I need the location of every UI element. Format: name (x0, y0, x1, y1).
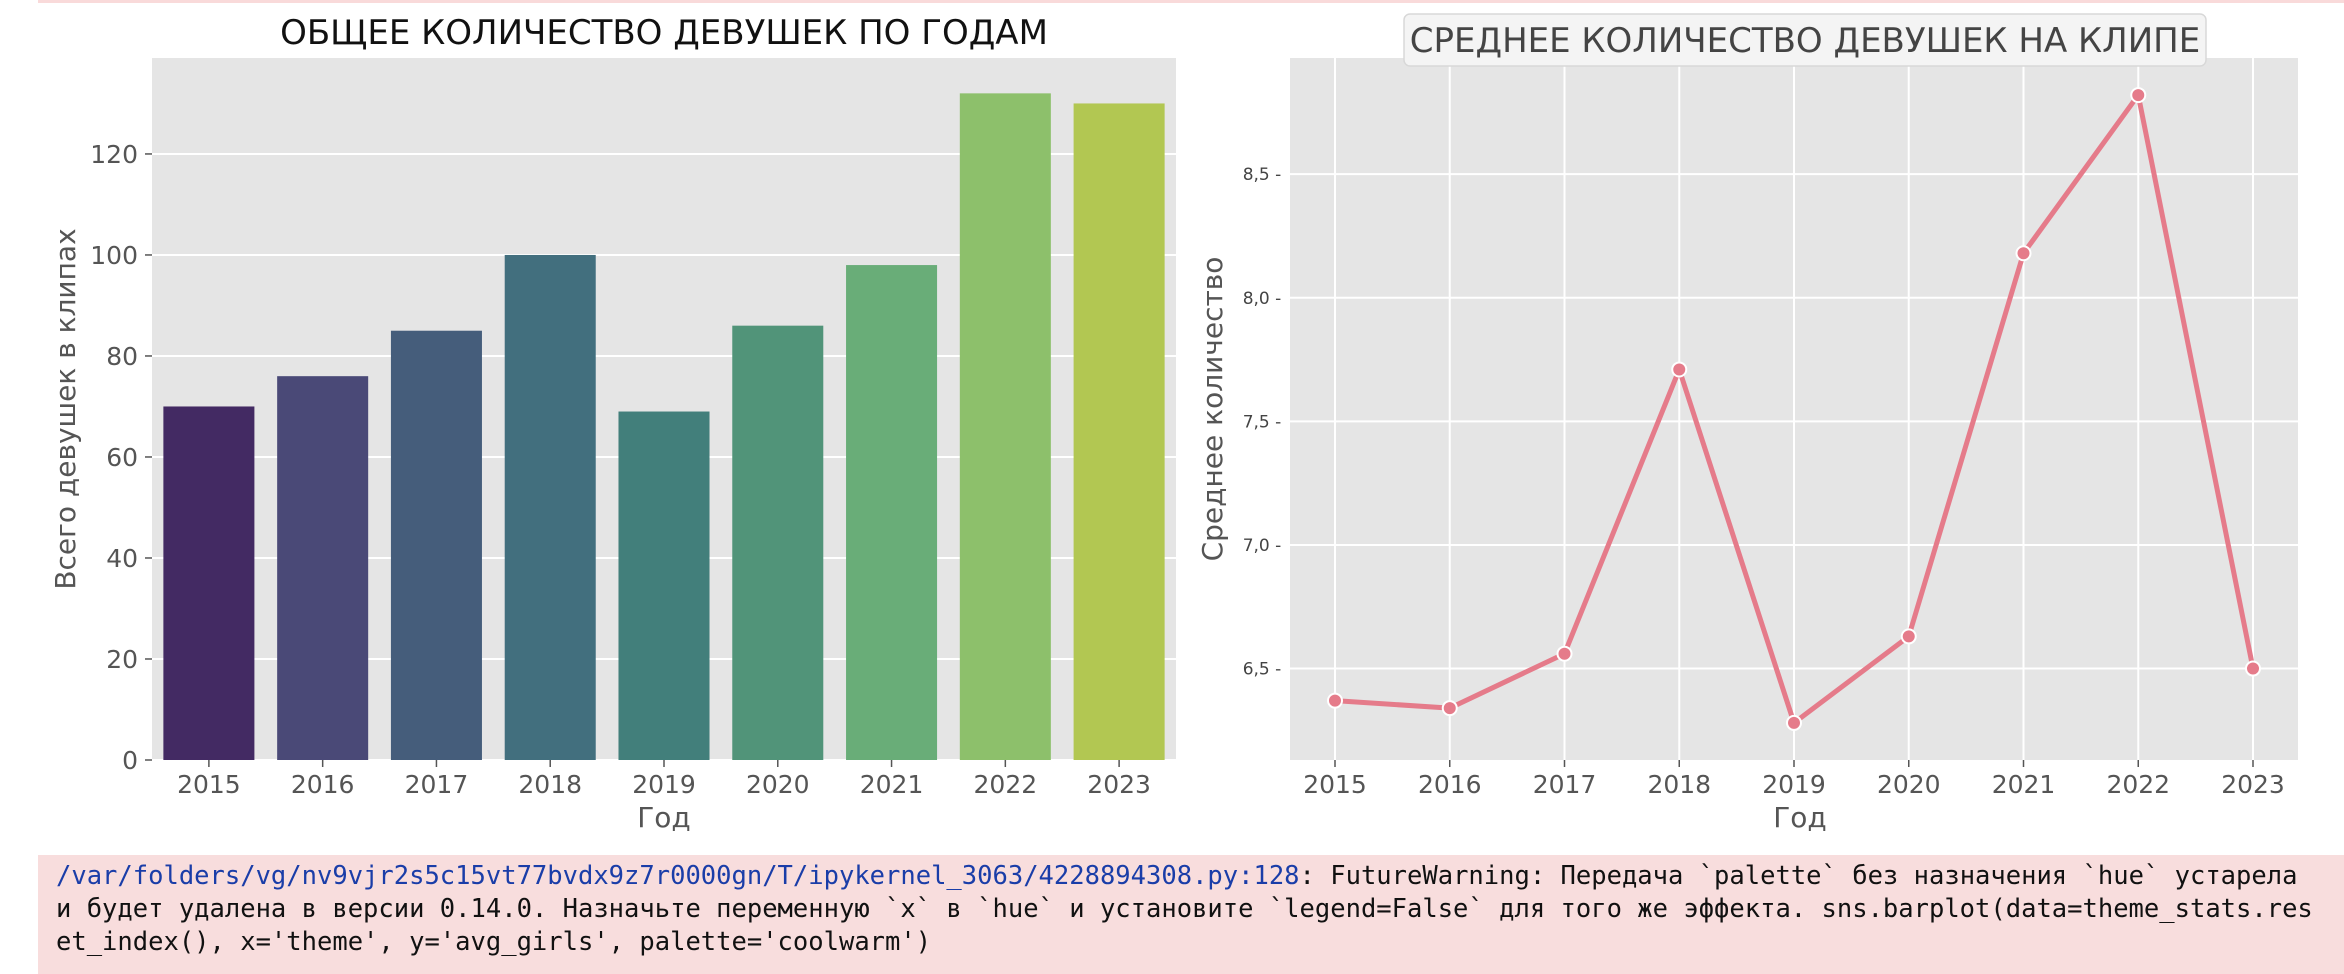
line-xtick-label: 2021 (1992, 770, 2056, 799)
bar-ytick-label: 60 (106, 443, 138, 472)
line-point-2019 (1786, 714, 1802, 731)
line-xtick-label: 2017 (1533, 770, 1597, 799)
bar-2019 (618, 411, 710, 760)
line-ytick-box (1235, 653, 1289, 684)
line-ytick-box (1235, 529, 1289, 560)
line-xtick-label: 2023 (2221, 770, 2285, 799)
bar-chart-title: ОБЩЕЕ КОЛИЧЕСТВО ДЕВУШЕК ПО ГОДАМ (280, 13, 1048, 53)
line-xtick-label: 2019 (1762, 770, 1826, 799)
bar-chart: 0 20 40 60 80 100 120 2015 2016 2017 2018 2019 2020… (49, 13, 1176, 834)
warning-output: /var/folders/vg/nv9vjr2s5c15vt77bvdx9z7r… (38, 855, 2344, 974)
bar-ytick-label: 20 (106, 645, 138, 674)
bar-ytick-label: 80 (106, 342, 138, 371)
line-ytick-label: 8,5 - (1243, 165, 1282, 185)
bar-xtick-label: 2016 (291, 770, 355, 799)
bar-2022 (959, 93, 1051, 760)
bar-xtick-label: 2022 (974, 770, 1038, 799)
bar-xtick-label: 2018 (518, 770, 582, 799)
line-chart-title-box: СРЕДНЕЕ КОЛИЧЕСТВО ДЕВУШЕК НА КЛИПЕ (1403, 13, 2207, 67)
line-xtick-label: 2018 (1647, 770, 1711, 799)
line-chart-xlabel: Год (1773, 801, 1827, 834)
bar-2021 (846, 265, 938, 760)
line-xtick-label: 2015 (1303, 770, 1367, 799)
line-point-2023 (2245, 660, 2261, 677)
bar-2023 (1073, 103, 1165, 760)
line-ytick-box (1235, 406, 1289, 437)
line-xtick-label: 2022 (2106, 770, 2170, 799)
bar-ytick-label: 0 (122, 746, 138, 775)
warning-message: : FutureWarning: Передача `palette` без … (56, 861, 2313, 957)
bar-xtick-label: 2017 (405, 770, 469, 799)
warning-path: /var/folders/vg/nv9vjr2s5c15vt77bvdx9z7r… (56, 861, 1300, 891)
line-chart-title: СРЕДНЕЕ КОЛИЧЕСТВО ДЕВУШЕК НА КЛИПЕ (1410, 21, 2200, 61)
bar-chart-xlabel: Год (637, 801, 691, 834)
line-point-2016 (1441, 700, 1458, 717)
bar-2017 (390, 330, 482, 760)
line-chart-ylabel: Среднее количество (1196, 257, 1229, 562)
bar-xtick-label: 2023 (1087, 770, 1151, 799)
bar-xtick-label: 2020 (746, 770, 810, 799)
bar-ytick-label: 100 (90, 241, 138, 270)
bar-xtick-label: 2021 (860, 770, 924, 799)
line-point-2018 (1671, 361, 1688, 378)
line-ytick-label: 8,0 - (1243, 289, 1282, 309)
line-point-2022 (2130, 87, 2147, 104)
bar-ytick-label: 120 (90, 140, 138, 169)
line-point-2021 (2015, 245, 2032, 262)
bar-2016 (277, 376, 369, 760)
bar-2018 (504, 254, 596, 760)
line-chart: 6,5 - 7,0 - 7,5 - 8,0 - 8,5 - 2015 2016 2017 20… (1196, 13, 2298, 834)
bar-2020 (732, 325, 824, 760)
line-ytick-label: 7,0 - (1243, 536, 1282, 556)
line-xtick-label: 2020 (1877, 770, 1941, 799)
line-ytick-label: 6,5 - (1243, 660, 1282, 680)
line-point-2020 (1900, 628, 1917, 645)
bar-xtick-label: 2019 (632, 770, 696, 799)
line-ytick-label: 7,5 - (1243, 412, 1282, 432)
bar-ytick-label: 40 (106, 544, 138, 573)
bar-chart-ylabel: Всего девушек в клипах (49, 228, 82, 589)
line-point-2017 (1556, 645, 1573, 662)
line-xtick-label: 2016 (1418, 770, 1482, 799)
line-point-2015 (1327, 692, 1343, 709)
line-ytick-box (1235, 282, 1289, 313)
line-ytick-box (1235, 159, 1289, 190)
output-top-strip (38, 0, 2344, 3)
charts-figure: 0 20 40 60 80 100 120 2015 2016 2017 2018 2019 2020… (49, 13, 2298, 834)
bar-2015 (163, 406, 255, 760)
bar-xtick-label: 2015 (177, 770, 241, 799)
